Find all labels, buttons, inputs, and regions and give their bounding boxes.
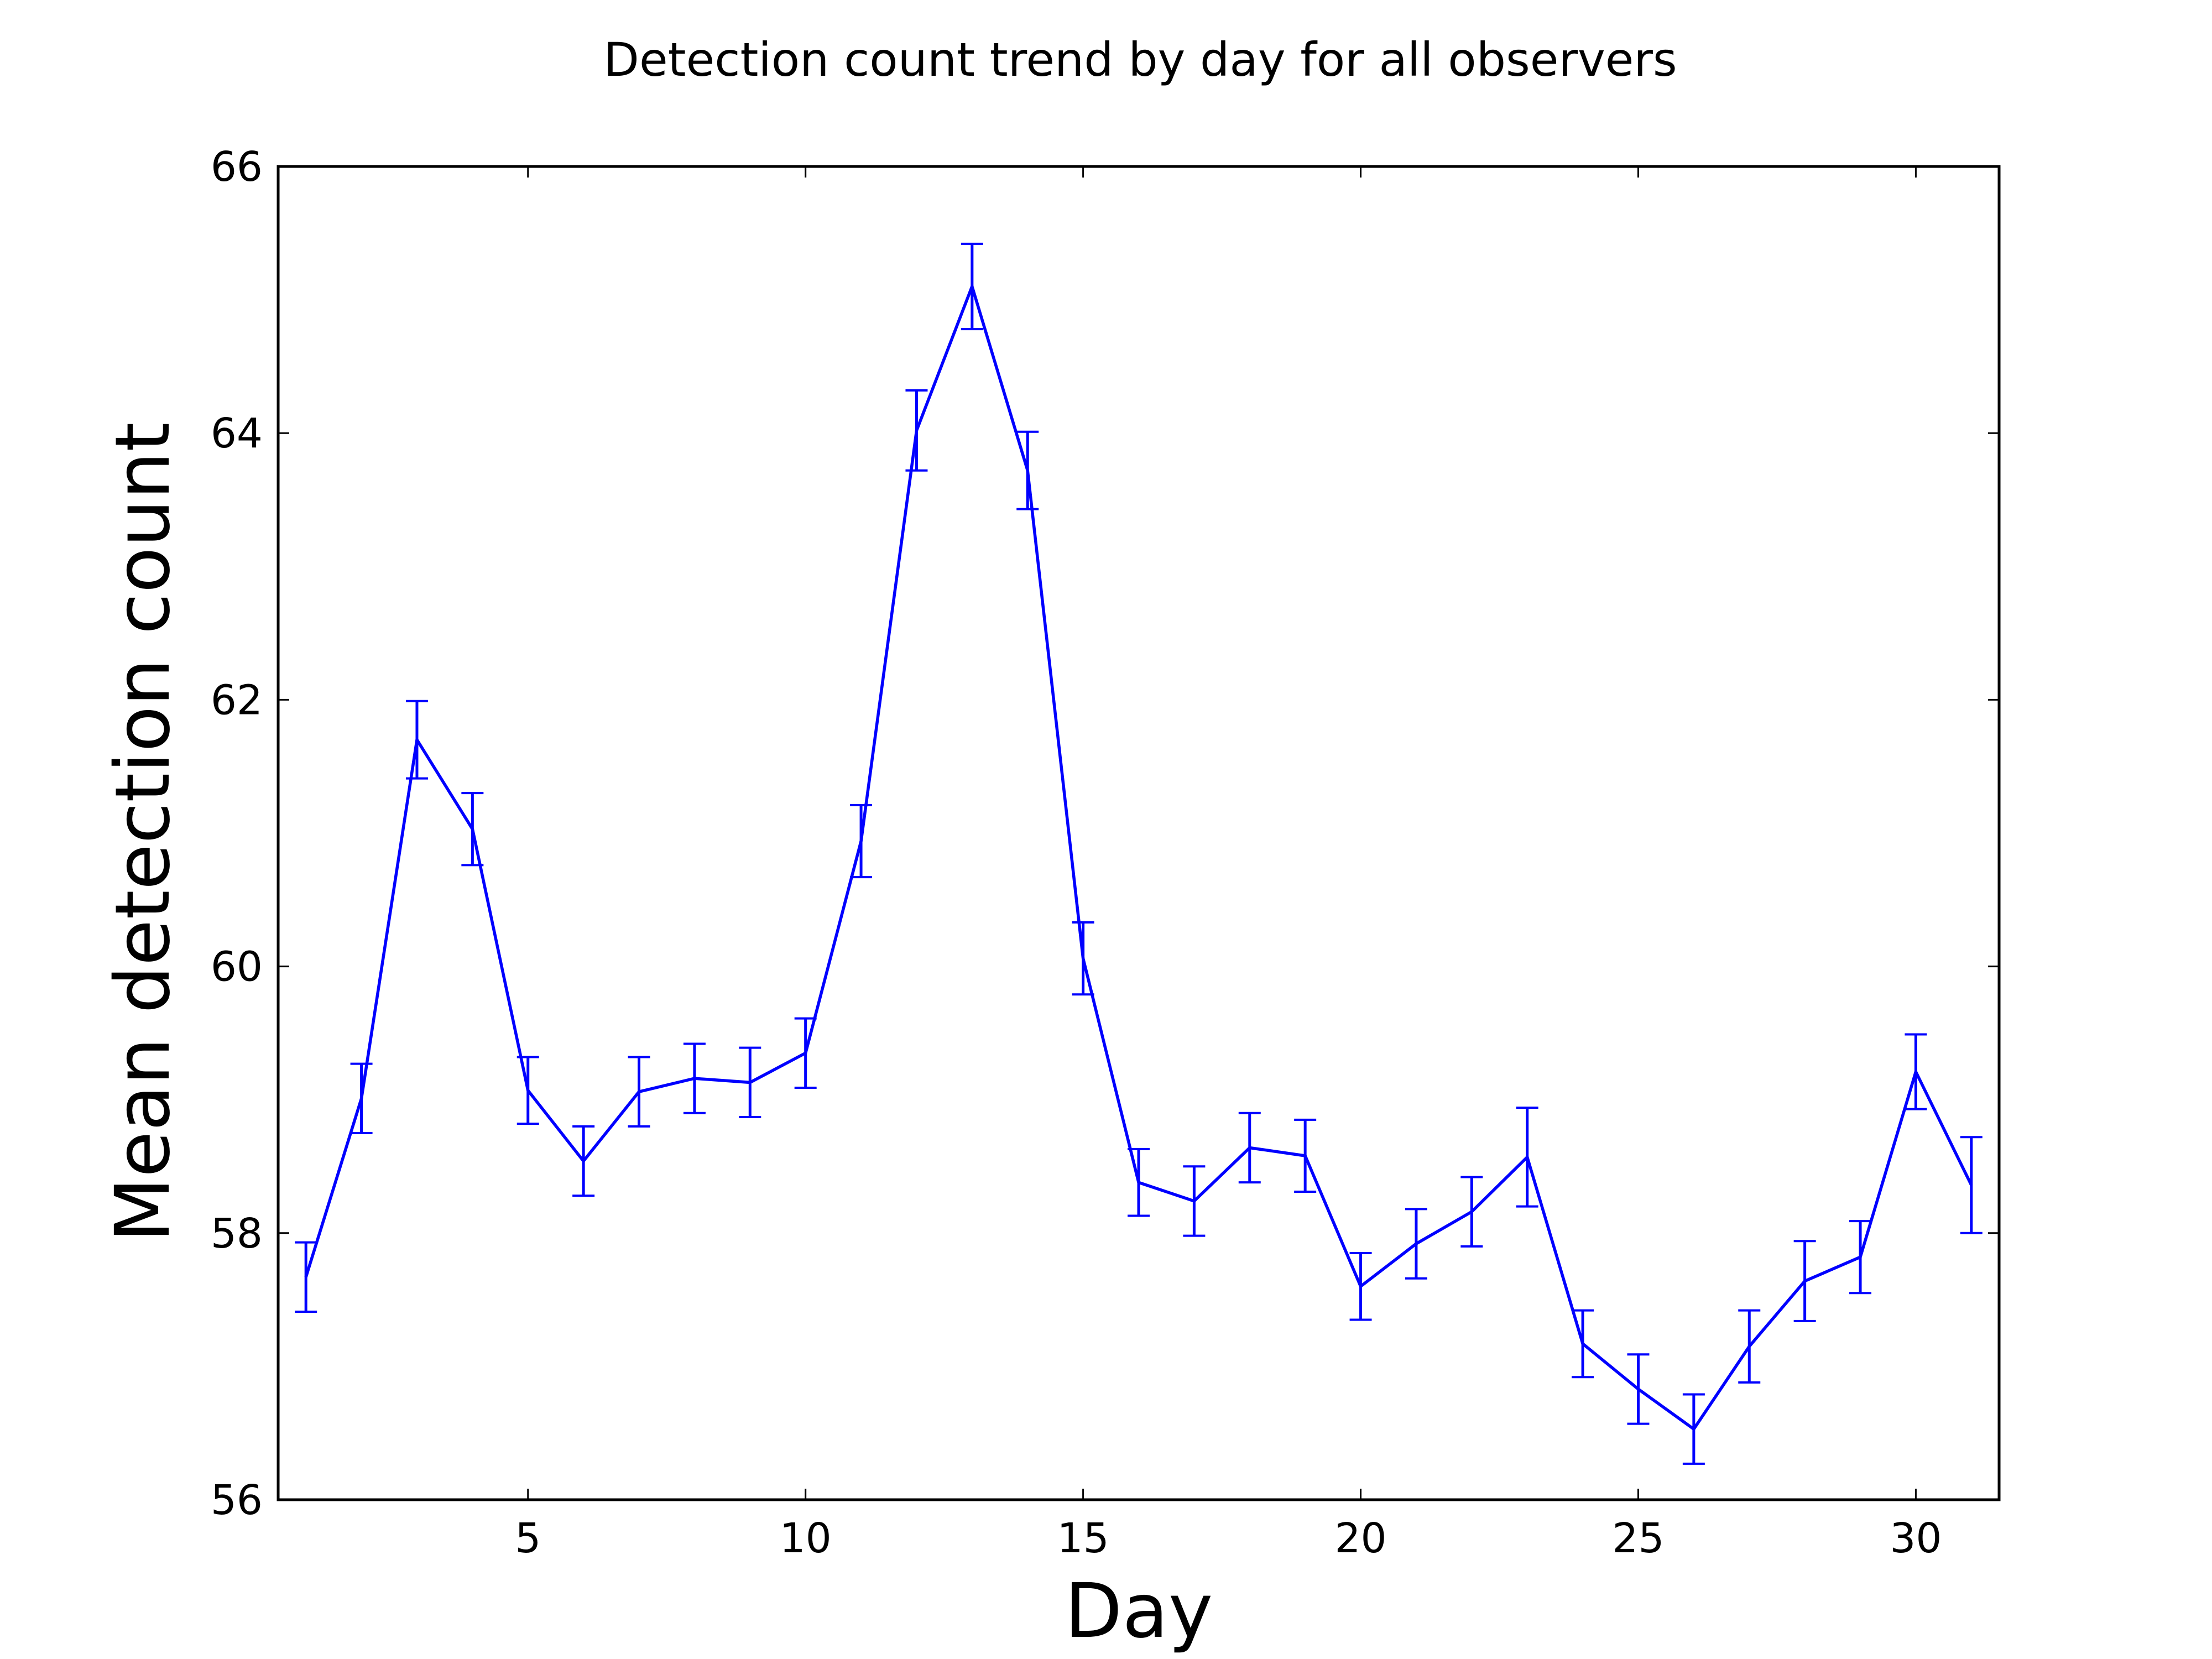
- y-axis-label: Mean detection count: [100, 422, 187, 1243]
- axis-ticks: [278, 165, 1999, 1501]
- y-tick-label: 64: [211, 410, 263, 457]
- plot-frame: [276, 165, 2001, 1501]
- y-tick-label: 56: [211, 1477, 263, 1524]
- y-tick-label: 62: [211, 676, 263, 724]
- chart-title: Detection count trend by day for all obs…: [603, 33, 1677, 87]
- x-tick-label: 5: [515, 1515, 541, 1562]
- x-tick-label: 15: [1057, 1515, 1109, 1562]
- tick-labels: 5 10 15 20 25 30 56 58 60 62 64 66: [211, 143, 1942, 1562]
- series-line-mean: [304, 281, 1973, 1432]
- y-tick-label: 66: [211, 143, 263, 191]
- y-tick-label: 60: [211, 943, 263, 991]
- x-axis-label: Day: [1065, 1568, 1213, 1655]
- x-tick-label: 10: [780, 1515, 832, 1562]
- y-tick-label: 58: [211, 1210, 263, 1258]
- error-bars: [295, 242, 1983, 1465]
- x-tick-label: 25: [1612, 1515, 1664, 1562]
- x-tick-label: 30: [1890, 1515, 1942, 1562]
- x-tick-label: 20: [1334, 1515, 1386, 1562]
- error-bar: [1960, 1136, 1983, 1234]
